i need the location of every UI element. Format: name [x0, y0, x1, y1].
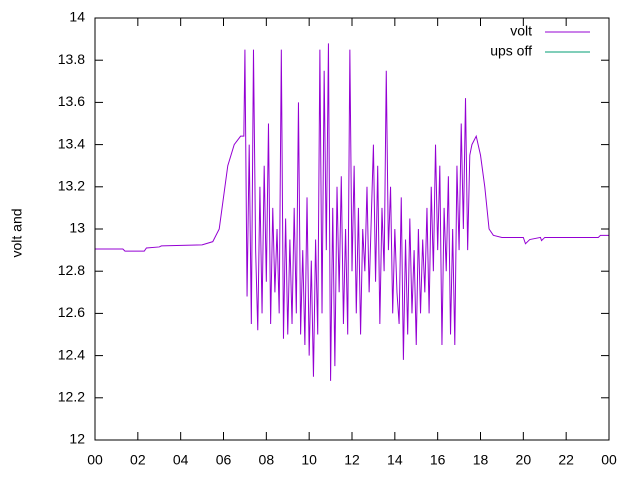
x-tick-label: 12	[344, 452, 360, 468]
y-tick-label: 12.8	[58, 262, 85, 278]
x-tick-label: 22	[558, 452, 574, 468]
legend-label: volt	[510, 23, 532, 39]
x-tick-label: 08	[259, 452, 275, 468]
y-tick-label: 12.2	[58, 389, 85, 405]
x-tick-label: 10	[301, 452, 317, 468]
y-tick-label: 13	[69, 220, 85, 236]
x-tick-label: 14	[387, 452, 403, 468]
y-tick-label: 12.4	[58, 346, 85, 362]
y-axis-label: volt and	[9, 208, 25, 257]
x-tick-label: 20	[516, 452, 532, 468]
y-tick-label: 12.6	[58, 304, 85, 320]
plot-frame	[94, 17, 610, 441]
x-tick-label: 16	[430, 452, 446, 468]
x-tick-label: 18	[473, 452, 489, 468]
x-tick-label: 06	[216, 452, 232, 468]
x-tick-label: 02	[130, 452, 146, 468]
y-tick-label: 13.8	[58, 51, 85, 67]
y-tick-label: 13.2	[58, 178, 85, 194]
series-line	[95, 43, 609, 381]
y-tick-label: 13.6	[58, 93, 85, 109]
x-tick-label: 00	[87, 452, 103, 468]
legend-label: ups off	[490, 43, 532, 59]
x-tick-label: 00	[601, 452, 617, 468]
y-tick-label: 14	[69, 9, 85, 25]
x-tick-label: 04	[173, 452, 189, 468]
y-tick-label: 13.4	[58, 135, 85, 151]
y-tick-label: 12	[69, 431, 85, 447]
